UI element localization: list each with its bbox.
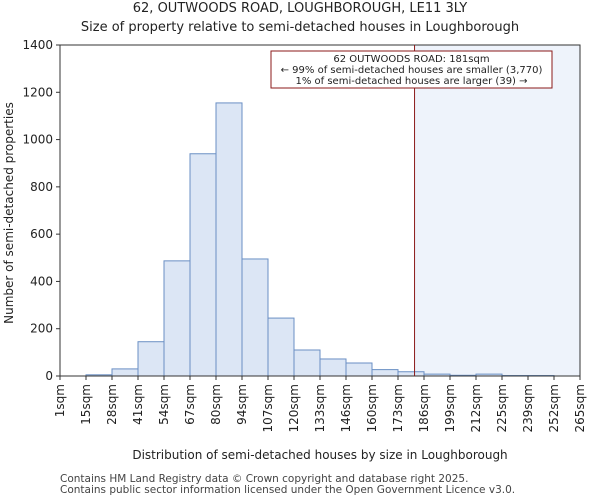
bar[interactable]: [111, 368, 139, 377]
x-tick-label: 252sqm: [547, 384, 561, 432]
x-tick-label: 15sqm: [79, 384, 93, 425]
x-tick-label: 94sqm: [235, 384, 249, 425]
x-tick-label: 41sqm: [131, 384, 145, 425]
bar[interactable]: [189, 153, 217, 377]
chart-title: 62, OUTWOODS ROAD, LOUGHBOROUGH, LE11 3L…: [132, 1, 468, 16]
y-tick-label: 1000: [22, 133, 53, 147]
bar[interactable]: [137, 341, 165, 377]
x-tick-label: 80sqm: [209, 384, 223, 425]
bar[interactable]: [319, 358, 347, 377]
x-tick-label: 146sqm: [339, 384, 353, 432]
y-tick-label: 400: [30, 274, 53, 288]
x-tick-label: 54sqm: [157, 384, 171, 425]
bar[interactable]: [241, 258, 269, 377]
marker-annotation-line: 62 OUTWOODS ROAD: 181sqm: [333, 54, 489, 65]
bar[interactable]: [215, 102, 243, 377]
x-tick-label: 212sqm: [469, 384, 483, 432]
y-tick-label: 800: [30, 180, 53, 194]
x-tick-label: 225sqm: [495, 384, 509, 432]
bar[interactable]: [397, 371, 425, 377]
y-axis-label: Number of semi-detached properties: [2, 102, 16, 324]
x-tick-label: 265sqm: [573, 384, 587, 432]
x-axis-label: Distribution of semi-detached houses by …: [132, 448, 507, 462]
bar[interactable]: [345, 362, 373, 377]
bar[interactable]: [267, 317, 295, 377]
x-tick-label: 107sqm: [261, 384, 275, 432]
x-tick-label: 120sqm: [287, 384, 301, 432]
x-tick-label: 173sqm: [391, 384, 405, 432]
x-tick-label: 186sqm: [417, 384, 431, 432]
marker-annotation-line: ← 99% of semi-detached houses are smalle…: [281, 65, 543, 76]
x-tick-label: 133sqm: [313, 384, 327, 432]
x-tick-label: 1sqm: [53, 384, 67, 417]
footer-licence: Contains public sector information licen…: [60, 484, 516, 496]
x-tick-label: 28sqm: [105, 384, 119, 425]
x-tick-label: 239sqm: [521, 384, 535, 432]
y-tick-label: 1200: [22, 85, 53, 99]
bar[interactable]: [371, 369, 399, 377]
x-tick-label: 199sqm: [443, 384, 457, 432]
y-tick-label: 600: [30, 227, 53, 241]
highlight-region: [414, 45, 580, 376]
chart-subtitle: Size of property relative to semi-detach…: [80, 20, 520, 35]
footer-copyright: Contains HM Land Registry data © Crown c…: [60, 473, 469, 485]
marker-annotation-line: 1% of semi-detached houses are larger (3…: [295, 76, 527, 87]
y-tick-label: 200: [30, 322, 53, 336]
y-tick-label: 1400: [22, 38, 53, 52]
x-tick-label: 160sqm: [365, 384, 379, 432]
x-tick-label: 67sqm: [183, 384, 197, 425]
bar[interactable]: [163, 260, 191, 377]
y-tick-label: 0: [45, 369, 53, 383]
marker-annotation-box: [270, 50, 553, 89]
bar[interactable]: [293, 349, 321, 377]
